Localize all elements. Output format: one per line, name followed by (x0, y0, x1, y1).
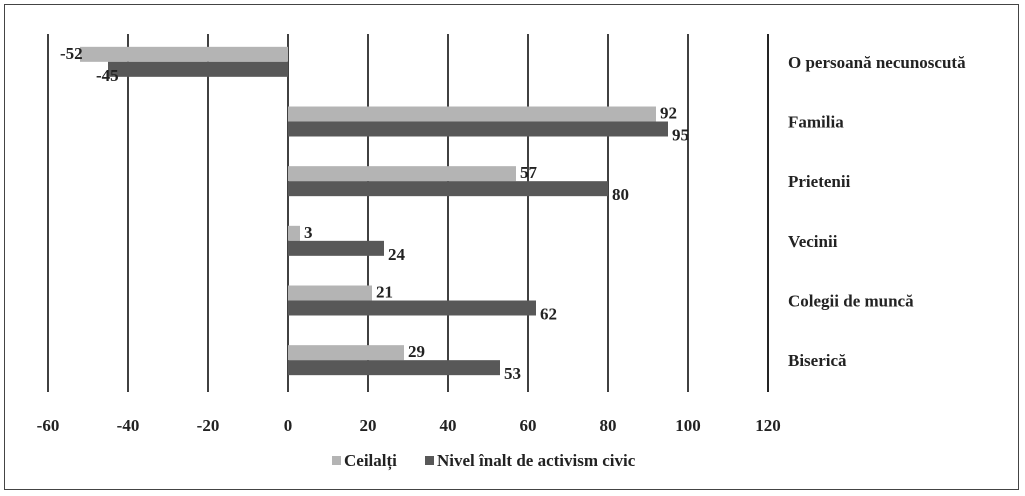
bar-ceilalti (80, 46, 288, 62)
bar-ceilalti (288, 285, 372, 301)
legend-swatch-activism (425, 456, 434, 465)
data-label: 24 (388, 245, 406, 264)
x-tick-label: 120 (755, 416, 781, 435)
x-tick-label: 60 (520, 416, 537, 435)
bar-ceilalti (288, 345, 404, 361)
data-label: 21 (376, 283, 393, 302)
category-label: Familia (788, 113, 844, 132)
category-labels: O persoană necunoscută Familia Prietenii Ve… (788, 53, 966, 370)
bar-activism (288, 181, 608, 197)
x-tick-label: 100 (675, 416, 701, 435)
data-label: -45 (96, 66, 119, 85)
legend: Ceilalți Nivel înalt de activism civic (332, 451, 636, 471)
data-label: 80 (612, 185, 629, 204)
data-labels: -52 -45 92 95 57 80 3 24 21 62 29 53 (60, 44, 689, 383)
x-tick-label: 80 (600, 416, 617, 435)
x-tick-label: -60 (37, 416, 60, 435)
data-label: 29 (408, 342, 425, 361)
bar-activism (108, 61, 288, 77)
category-label: O persoană necunoscută (788, 53, 966, 72)
legend-swatch-ceilalti (332, 456, 341, 465)
chart-frame (4, 4, 1019, 490)
data-label: 92 (660, 104, 677, 123)
data-label: 53 (504, 364, 521, 383)
category-label: Prietenii (788, 172, 851, 191)
bar-ceilalti (288, 166, 516, 182)
bar-ceilalti (288, 106, 656, 122)
legend-label-ceilalti: Ceilalți (344, 451, 397, 471)
bar-activism (288, 300, 536, 316)
x-tick-label: -20 (197, 416, 220, 435)
x-tick-label: 0 (284, 416, 293, 435)
data-label: 95 (672, 126, 689, 145)
category-label: Biserică (788, 351, 847, 370)
category-label: Colegii de muncă (788, 292, 914, 311)
bar-activism (288, 360, 500, 376)
bar-ceilalti (288, 225, 300, 241)
data-label: 57 (520, 163, 538, 182)
data-label: 3 (304, 223, 313, 242)
x-tick-label: -40 (117, 416, 140, 435)
bar-activism (288, 240, 384, 256)
x-tick-label: 40 (440, 416, 457, 435)
x-tick-label: 20 (360, 416, 377, 435)
bars (80, 46, 668, 376)
bar-activism (288, 121, 668, 137)
gridlines (47, 34, 769, 392)
category-label: Vecinii (788, 232, 838, 251)
data-label: 62 (540, 305, 557, 324)
x-tick-labels: -60 -40 -20 0 20 40 60 80 100 120 (37, 416, 781, 435)
legend-label-activism: Nivel înalt de activism civic (437, 451, 636, 470)
data-label: -52 (60, 44, 83, 63)
